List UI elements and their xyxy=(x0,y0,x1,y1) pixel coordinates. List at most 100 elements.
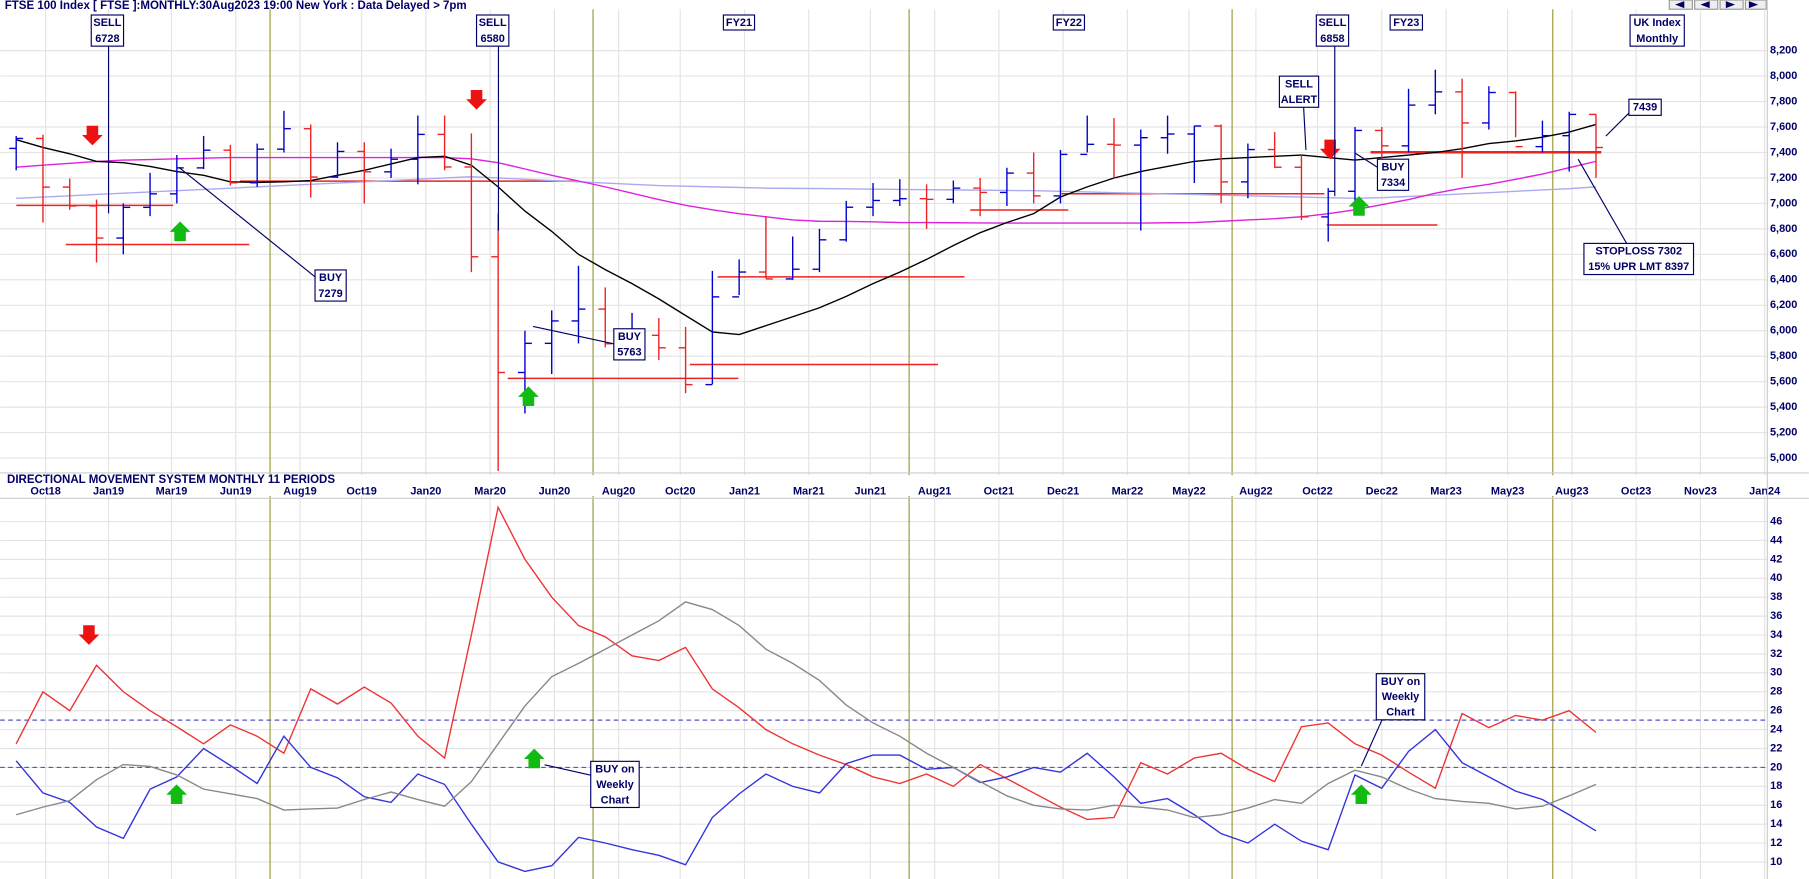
series-line xyxy=(15,505,1597,821)
annotation-text: 7334 xyxy=(1381,177,1406,189)
annotation-text: Weekly xyxy=(596,779,634,791)
series-line xyxy=(15,728,1597,873)
annotation-text: UK Index xyxy=(1633,17,1680,29)
annotation-box xyxy=(1628,98,1662,116)
y-tick-label: 18 xyxy=(1770,780,1782,792)
x-tick-label: May23 xyxy=(1491,485,1524,497)
x-tick-label: Oct18 xyxy=(30,485,60,497)
y-tick-label: 8,200 xyxy=(1770,45,1797,57)
x-tick-label: Oct19 xyxy=(346,485,376,497)
annotation-leader xyxy=(1360,719,1383,767)
x-tick-label: Mar19 xyxy=(156,485,188,497)
annotation-box xyxy=(1052,14,1086,31)
y-tick-label: 7,600 xyxy=(1770,121,1797,133)
buy-arrow xyxy=(518,386,539,407)
y-tick-label: 26 xyxy=(1770,705,1782,717)
y-tick-label: 7,800 xyxy=(1770,95,1797,107)
y-tick-label: 7,000 xyxy=(1770,197,1797,209)
series-line xyxy=(15,123,1597,336)
annotation-text: FY23 xyxy=(1393,17,1419,29)
annotation-box xyxy=(613,328,646,361)
y-tick-label: 28 xyxy=(1770,686,1782,698)
x-tick-label: Jan20 xyxy=(410,485,441,497)
annotation-text: BUY on xyxy=(595,763,634,775)
annotation-text: SELL xyxy=(1285,78,1313,90)
sell-arrow xyxy=(78,625,100,645)
annotation-box xyxy=(1278,75,1320,108)
annotation-box xyxy=(1389,14,1424,31)
annotation-leader xyxy=(1303,107,1307,150)
x-tick-label: Aug22 xyxy=(1239,485,1272,497)
y-tick-label: 7,200 xyxy=(1770,172,1797,184)
annotation-text: 15% UPR LMT 8397 xyxy=(1588,261,1689,273)
x-tick-label: Jan19 xyxy=(93,485,124,497)
buy-arrow xyxy=(523,748,545,769)
annotation-text: 7279 xyxy=(318,288,342,300)
y-tick-label: 5,400 xyxy=(1770,401,1797,413)
annotation-text: Weekly xyxy=(1382,691,1420,703)
annotation-box xyxy=(1583,242,1695,276)
annotation-text: 6728 xyxy=(95,33,119,45)
buy-arrow xyxy=(1348,196,1370,216)
series-line xyxy=(15,601,1597,819)
y-tick-label: 10 xyxy=(1770,856,1782,868)
series-line xyxy=(16,156,1597,224)
annotation-box xyxy=(314,269,347,302)
annotation-text: SELL xyxy=(479,17,507,29)
x-tick-label: Jun21 xyxy=(855,485,887,497)
annotation-text: SELL xyxy=(93,17,121,29)
annotation-box xyxy=(475,14,510,47)
y-tick-label: 16 xyxy=(1770,799,1782,811)
x-tick-label: Aug20 xyxy=(602,485,635,497)
buy-arrow xyxy=(166,784,187,805)
y-tick-label: 40 xyxy=(1770,572,1782,584)
y-tick-label: 8,000 xyxy=(1770,70,1797,82)
y-tick-label: 7,400 xyxy=(1770,146,1797,158)
y-tick-label: 6,800 xyxy=(1770,223,1797,235)
y-tick-label: 36 xyxy=(1770,610,1782,622)
x-tick-label: Aug21 xyxy=(918,485,951,497)
y-tick-label: 12 xyxy=(1770,837,1782,849)
indicator-title: DIRECTIONAL MOVEMENT SYSTEM MONTHLY 11 P… xyxy=(7,474,335,486)
sell-arrow xyxy=(1319,139,1341,160)
y-tick-label: 38 xyxy=(1770,591,1782,603)
y-tick-label: 14 xyxy=(1770,818,1783,830)
nav-icons xyxy=(1675,1,1759,9)
y-tick-label: 42 xyxy=(1770,553,1782,565)
annotation-text: 6858 xyxy=(1320,33,1344,45)
annotation-text: BUY on xyxy=(1381,676,1420,688)
annotation-text: Chart xyxy=(1386,707,1415,719)
annotation-text: 7439 xyxy=(1633,102,1657,114)
nav-buttons[interactable] xyxy=(1668,0,1767,10)
y-tick-label: 24 xyxy=(1770,723,1783,735)
annotation-box xyxy=(722,14,756,31)
chart-title: FTSE 100 Index [ FTSE ]:MONTHLY:30Aug202… xyxy=(5,0,467,12)
y-tick-label: 5,200 xyxy=(1770,426,1797,438)
x-tick-label: Aug19 xyxy=(283,485,316,497)
y-tick-label: 5,600 xyxy=(1770,376,1797,388)
x-tick-label: Jan21 xyxy=(729,485,760,497)
x-tick-label: Oct20 xyxy=(665,485,695,497)
annotation-leader xyxy=(1355,152,1378,168)
y-tick-label: 20 xyxy=(1770,761,1782,773)
x-tick-label: Aug23 xyxy=(1555,485,1588,497)
y-tick-label: 44 xyxy=(1770,534,1783,546)
annotation-leader xyxy=(1605,112,1630,137)
y-tick-label: 34 xyxy=(1770,629,1783,641)
annotation-text: 5763 xyxy=(617,347,641,359)
x-tick-label: Oct22 xyxy=(1302,485,1332,497)
annotation-leader xyxy=(1577,158,1628,244)
x-tick-label: Jan24 xyxy=(1749,485,1781,497)
annotation-text: BUY xyxy=(618,331,642,343)
y-tick-label: 6,000 xyxy=(1770,325,1797,337)
y-tick-label: 6,600 xyxy=(1770,248,1797,260)
buy-arrow xyxy=(169,221,191,242)
annotation-text: Chart xyxy=(601,794,630,806)
annotation-text: 6580 xyxy=(481,33,505,45)
x-tick-label: Jun19 xyxy=(220,485,252,497)
annotation-leader xyxy=(544,764,591,776)
annotation-text: BUY xyxy=(1381,161,1405,173)
buy-arrow xyxy=(1350,784,1372,805)
x-tick-label: Dec21 xyxy=(1047,485,1079,497)
